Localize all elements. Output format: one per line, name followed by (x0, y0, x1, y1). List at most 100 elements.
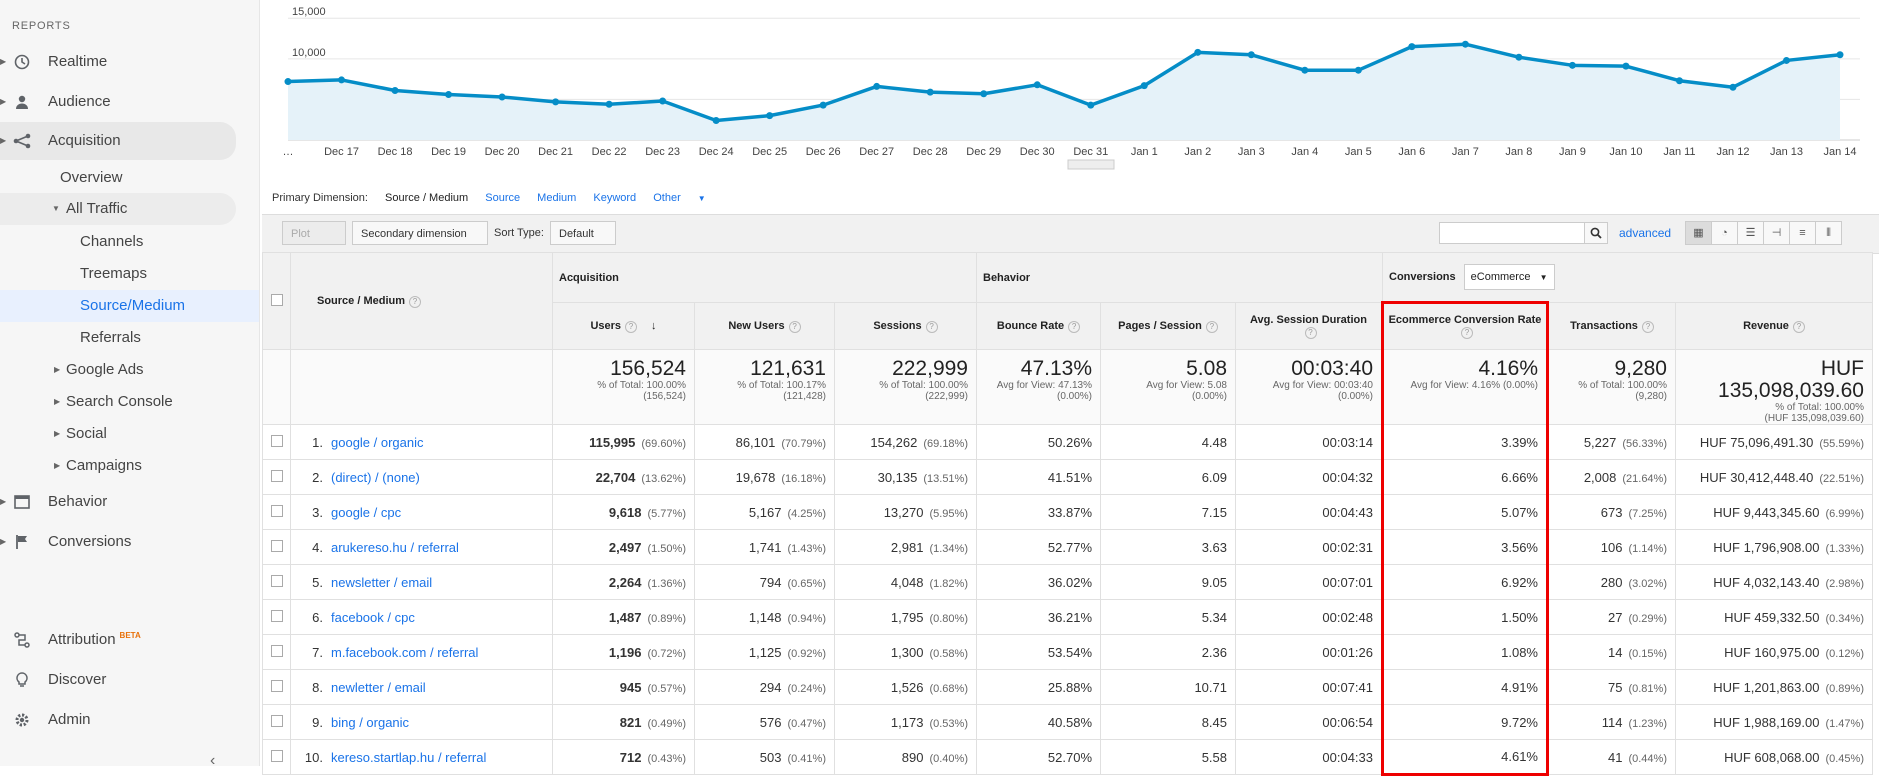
sidebar-item-label: Source/Medium (80, 297, 186, 314)
new-users-cell: 19,678 (16.18%) (694, 459, 835, 495)
pivot-view-icon[interactable]: ⦀ (1815, 221, 1842, 245)
dimension-source-link[interactable]: Source (485, 192, 521, 204)
sidebar-item-overview[interactable]: Overview (0, 162, 236, 194)
sidebar-item-campaigns[interactable]: ▶ Campaigns (0, 450, 236, 482)
col-header-pages-session[interactable]: Pages / Session? (1100, 302, 1236, 350)
source-medium-link[interactable]: newsletter / email (331, 574, 433, 590)
row-checkbox[interactable] (270, 539, 283, 552)
revenue-cell: HUF 1,796,908.00 (1.33%) (1675, 529, 1873, 565)
term-cloud-view-icon[interactable]: ≡ (1789, 221, 1816, 245)
new-users-cell: 294 (0.24%) (694, 669, 835, 705)
row-checkbox[interactable] (270, 714, 283, 727)
col-header-users[interactable]: Users? ↓ (552, 302, 695, 350)
empty-cell (262, 349, 291, 425)
source-medium-cell: 3. google / cpc (290, 494, 553, 530)
help-icon[interactable]: ? (1304, 326, 1317, 339)
help-icon[interactable]: ? (1641, 320, 1654, 333)
source-medium-link[interactable]: m.facebook.com / referral (331, 644, 479, 660)
row-checkbox[interactable] (270, 504, 283, 517)
source-medium-link[interactable]: bing / organic (331, 714, 410, 730)
table-view-icon[interactable]: ▦ (1685, 221, 1712, 245)
help-icon[interactable]: ? (788, 320, 801, 333)
dimension-medium-link[interactable]: Medium (537, 192, 577, 204)
sidebar-item-referrals[interactable]: Referrals (0, 322, 236, 354)
revenue-value: HUF 459,332.50 (1724, 609, 1820, 625)
sidebar-item-audience[interactable]: ▶ Audience (0, 86, 259, 118)
col-header-revenue[interactable]: Revenue? (1675, 302, 1873, 350)
bounce-rate-cell: 36.02% (976, 564, 1101, 600)
select-all-checkbox[interactable] (270, 293, 283, 306)
source-medium-link[interactable]: google / cpc (331, 504, 402, 520)
col-header-sessions[interactable]: Sessions? (834, 302, 977, 350)
help-icon[interactable]: ? (1461, 327, 1473, 339)
source-medium-link[interactable]: google / organic (331, 434, 424, 450)
col-header-bounce-rate[interactable]: Bounce Rate? (976, 302, 1101, 350)
sidebar-item-search-console[interactable]: ▶ Search Console (0, 386, 236, 418)
sidebar-item-discover[interactable]: Discover (0, 664, 259, 696)
sidebar-item-all-traffic[interactable]: ▼ All Traffic (0, 193, 236, 225)
table-search-input[interactable] (1439, 222, 1585, 244)
table-row: 10. kereso.startlap.hu / referral 712 (0.43… (262, 739, 1873, 776)
sidebar-item-label: Channels (80, 233, 144, 250)
ecommerce-conversion-rate-cell: 4.91% (1381, 669, 1549, 705)
new-users-pct: (70.79%) (781, 437, 826, 450)
help-icon[interactable]: ? (409, 295, 422, 308)
transactions-pct: (1.23%) (1628, 717, 1667, 730)
col-header-avg-session-duration[interactable]: Avg. Session Duration? (1235, 302, 1383, 350)
search-icon[interactable] (1584, 222, 1608, 244)
help-icon[interactable]: ? (1068, 320, 1081, 333)
col-header-transactions[interactable]: Transactions? (1547, 302, 1676, 350)
sort-desc-icon[interactable]: ↓ (651, 319, 657, 332)
help-icon[interactable]: ? (1792, 320, 1805, 333)
secondary-dimension-label: Secondary dimension (361, 228, 467, 240)
help-icon[interactable]: ? (1205, 320, 1218, 333)
source-medium-link[interactable]: arukereso.hu / referral (331, 539, 459, 555)
data-point (1354, 66, 1362, 74)
row-checkbox[interactable] (270, 609, 283, 622)
x-tick-label: Jan 7 (1452, 146, 1479, 158)
dimension-keyword-link[interactable]: Keyword (593, 192, 637, 204)
row-checkbox[interactable] (270, 679, 283, 692)
sidebar-item-channels[interactable]: Channels (0, 226, 236, 258)
row-checkbox[interactable] (270, 644, 283, 657)
help-icon[interactable]: ? (625, 320, 638, 333)
pie-view-icon[interactable]: ◔ (1711, 221, 1738, 245)
row-select-cell (262, 739, 291, 775)
sidebar-item-conversions[interactable]: ▶ Conversions (0, 526, 259, 558)
performance-view-icon[interactable]: ☰ (1737, 221, 1764, 245)
source-medium-link[interactable]: facebook / cpc (331, 609, 415, 625)
total-note-detail: (9,280) (1635, 391, 1667, 402)
col-header-ecommerce-conversion-rate[interactable]: Ecommerce Conversion Rate? (1381, 301, 1549, 350)
plot-rows-button[interactable]: Plot Rows (282, 221, 346, 264)
sidebar-item-realtime[interactable]: ▶ Realtime (0, 46, 259, 78)
help-icon[interactable]: ? (925, 320, 938, 333)
source-medium-link[interactable]: newletter / email (331, 679, 426, 695)
sidebar-item-behavior[interactable]: ▶ Behavior (0, 486, 259, 518)
dimension-header[interactable]: Source / Medium? (290, 252, 553, 350)
data-point (1622, 62, 1630, 70)
table-toolbar: Plot Rows Secondary dimension ▼ Sort Typ… (262, 214, 1879, 264)
sidebar-item-source-medium[interactable]: Source/Medium (0, 290, 259, 322)
sidebar-item-treemaps[interactable]: Treemaps (0, 258, 236, 290)
sidebar-item-acquisition[interactable]: ▶ Acquisition (0, 122, 236, 160)
advanced-filter-link[interactable]: advanced (1619, 226, 1672, 240)
sort-type-select[interactable]: Default ▼ (550, 221, 616, 263)
row-checkbox[interactable] (270, 749, 283, 762)
source-medium-link[interactable]: (direct) / (none) (331, 469, 420, 485)
sidebar-item-google-ads[interactable]: ▶ Google Ads (0, 354, 236, 386)
row-checkbox[interactable] (270, 574, 283, 587)
col-header-new-users[interactable]: New Users? (694, 302, 835, 350)
comparison-view-icon[interactable]: ⊣ (1763, 221, 1790, 245)
transactions-cell: 114 (1.23%) (1547, 704, 1676, 740)
source-medium-link[interactable]: kereso.startlap.hu / referral (331, 749, 487, 765)
dimension-other-dropdown[interactable]: Other ▼ (653, 192, 720, 204)
sidebar-item-social[interactable]: ▶ Social (0, 418, 236, 450)
row-checkbox[interactable] (270, 469, 283, 482)
sidebar-item-admin[interactable]: Admin (0, 704, 259, 736)
sessions-cell: 4,048 (1.82%) (834, 564, 977, 600)
secondary-dimension-select[interactable]: Secondary dimension ▼ (352, 221, 488, 263)
row-checkbox[interactable] (270, 434, 283, 447)
collapse-sidebar-icon[interactable]: ‹ (210, 752, 216, 769)
conversions-type-select[interactable]: eCommerce ▼ (1463, 264, 1555, 290)
sidebar-item-attribution[interactable]: Attribution BETA (0, 624, 259, 656)
